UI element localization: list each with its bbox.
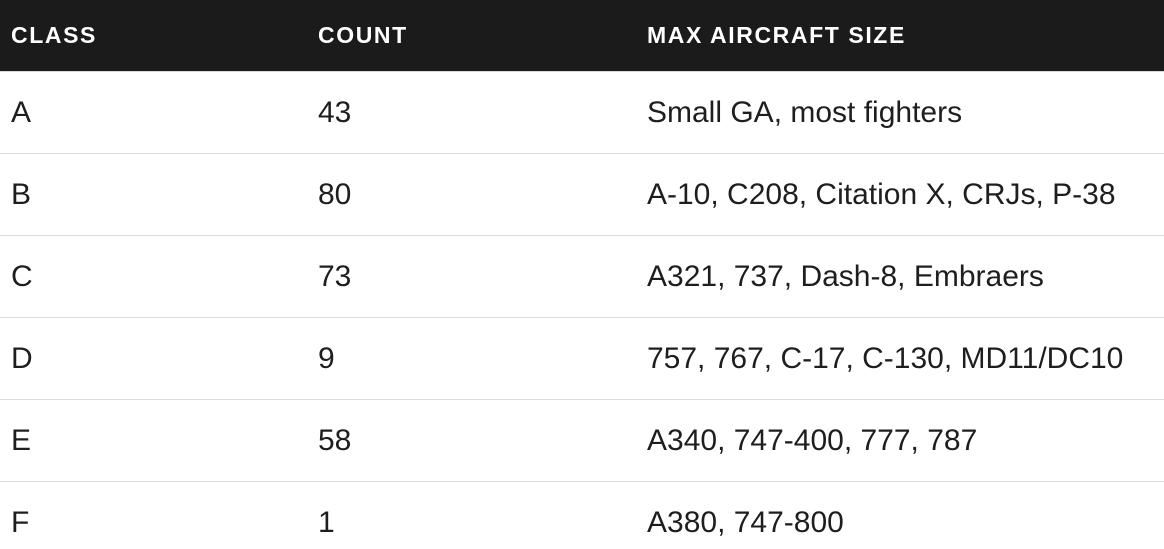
cell-class: E [11,423,32,457]
cell-count: 73 [318,259,352,293]
cell-max-aircraft-size: A380, 747-800 [647,506,844,539]
cell-max-aircraft-size: A321, 737, Dash-8, Embraers [647,259,1044,293]
table-row: D 9 757, 767, C-17, C-130, MD11/DC10 [0,318,1164,400]
cell-class: D [11,341,33,375]
cell-count: 1 [318,506,335,539]
cell-max-aircraft-size: A340, 747-400, 777, 787 [647,423,978,457]
table-row: B 80 A-10, C208, Citation X, CRJs, P-38 [0,154,1164,236]
cell-count: 43 [318,95,352,129]
table-header: CLASS COUNT MAX AIRCRAFT SIZE [0,0,1164,72]
cell-max-aircraft-size: Small GA, most fighters [647,95,963,129]
cell-max-aircraft-size: 757, 767, C-17, C-130, MD11/DC10 [647,341,1124,375]
table-row: C 73 A321, 737, Dash-8, Embraers [0,236,1164,318]
header-count: COUNT [318,22,408,48]
table-row: F 1 A380, 747-800 [0,482,1164,549]
table-row: E 58 A340, 747-400, 777, 787 [0,400,1164,482]
table-row: A 43 Small GA, most fighters [0,72,1164,154]
cell-max-aircraft-size: A-10, C208, Citation X, CRJs, P-38 [647,177,1116,211]
cell-count: 9 [318,341,335,375]
header-class: CLASS [11,22,97,48]
cell-class: C [11,259,33,293]
cell-count: 58 [318,423,352,457]
cell-class: A [11,95,32,129]
cell-class: F [11,506,30,539]
header-max-aircraft-size: MAX AIRCRAFT SIZE [647,22,906,48]
cell-count: 80 [318,177,352,211]
cell-class: B [11,177,32,211]
